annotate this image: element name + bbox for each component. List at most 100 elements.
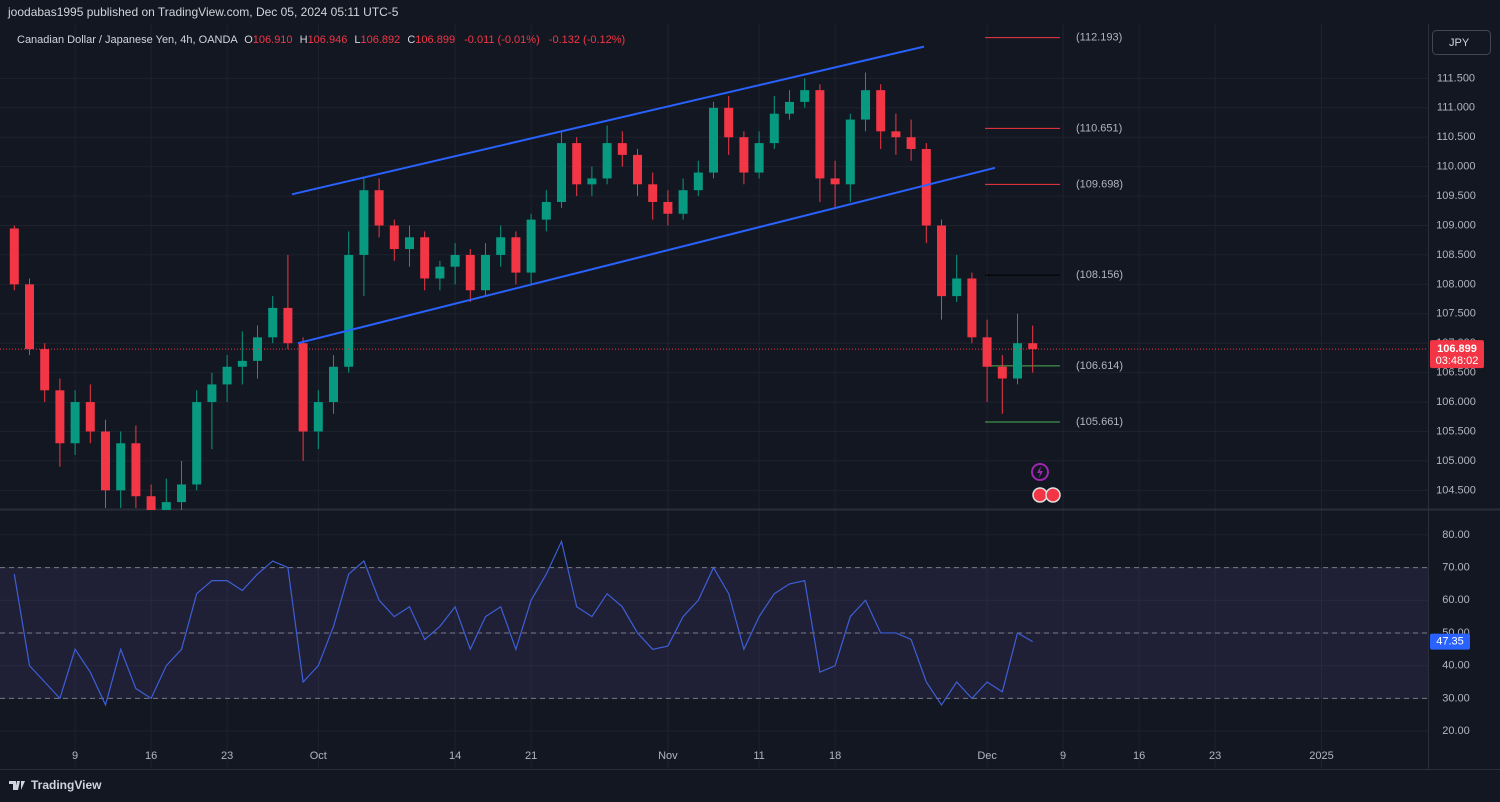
x-tick-label: 14: [449, 750, 461, 762]
y-tick-label: 104.500: [1436, 484, 1476, 496]
event-icons: [1031, 463, 1061, 503]
candle-body: [55, 390, 65, 444]
candle-body: [845, 119, 855, 185]
candle-body: [967, 278, 977, 338]
candle-body: [557, 143, 566, 202]
legend: Canadian Dollar / Japanese Yen, 4h, OAND…: [17, 34, 625, 46]
candle-body: [465, 254, 475, 291]
last-price-box: [1430, 340, 1484, 369]
currency[interactable]: JPY: [1449, 37, 1470, 49]
candle-body: [678, 190, 688, 214]
level-label: (109.698): [1076, 178, 1123, 190]
footer-logo: [9, 781, 25, 790]
rsi-value-label: 47.35: [1436, 636, 1464, 648]
x-tick-label: Dec: [977, 750, 997, 762]
y-tick-label: 105.500: [1436, 425, 1476, 437]
candle-body: [70, 402, 80, 444]
candle-body: [648, 184, 658, 202]
candle-body: [496, 237, 506, 255]
candle-body: [359, 190, 369, 255]
candle-body: [237, 360, 247, 367]
candle-body: [389, 225, 399, 250]
y-tick-label: 105.000: [1436, 455, 1476, 467]
candle-body: [146, 496, 156, 510]
x-tick-label: 9: [72, 750, 78, 762]
candle-body: [192, 402, 202, 485]
ohlc-value: 106.892: [361, 34, 401, 46]
y-tick-label: 80.00: [1442, 529, 1470, 541]
candle-body: [709, 107, 718, 173]
x-tick-label: 21: [525, 750, 537, 762]
last-price-label: 106.899: [1437, 343, 1477, 355]
x-tick-label: 23: [221, 750, 233, 762]
currency-button[interactable]: [1432, 30, 1491, 55]
candle-body: [344, 254, 354, 367]
logo-glyph: [9, 781, 25, 790]
brand: TradingView: [31, 778, 102, 792]
level-label: (110.651): [1076, 122, 1122, 134]
candle-body: [937, 225, 946, 297]
event-glyph: [1037, 466, 1043, 478]
ohlc-value: 106.899: [415, 34, 455, 46]
y-tick-label: 110.000: [1437, 161, 1476, 173]
candle-body: [800, 90, 810, 102]
candle-body: [116, 443, 126, 491]
candle-body: [876, 90, 886, 132]
candle-body: [754, 143, 764, 173]
level-label: (108.156): [1076, 269, 1123, 281]
candle-body: [101, 431, 110, 491]
candle-body: [572, 143, 582, 185]
published-by: joodabas1995 published on TradingView.co…: [7, 5, 399, 19]
candle-body: [617, 143, 627, 155]
rsi-pane: [0, 539, 1428, 707]
candle-body: [769, 113, 779, 144]
candle-body: [161, 502, 171, 510]
y-tick-label: 111.000: [1437, 102, 1475, 114]
trend-line: [297, 166, 996, 345]
candle-body: [1013, 343, 1022, 379]
y-tick-label: 109.000: [1436, 219, 1476, 231]
candle-body: [268, 307, 278, 338]
y-tick-label: 110.500: [1437, 131, 1476, 143]
candle-body: [298, 343, 308, 432]
ohlc-value: 106.910: [253, 34, 293, 46]
x-tick-label: 9: [1060, 750, 1066, 762]
y-tick-label: 60.00: [1442, 594, 1470, 606]
candle-body: [207, 384, 217, 403]
candle-body: [997, 366, 1007, 379]
y-tick-label: 106.000: [1436, 396, 1476, 408]
y-tick-label: 30.00: [1442, 692, 1470, 704]
candle-body: [1028, 343, 1038, 350]
level-label: (105.661): [1076, 416, 1123, 428]
candle-body: [541, 201, 551, 220]
candle-body: [131, 443, 141, 497]
axes: 9 16 23 Oct 14 21 Nov 11 18 Dec 9 16 23 2025 104.500 10…: [72, 72, 1484, 762]
news-flag[interactable]: [1032, 487, 1048, 503]
candle-body: [405, 237, 414, 250]
change: -0.011 (-0.01%): [464, 34, 540, 46]
candle-body: [85, 402, 95, 432]
level-label: (112.193): [1076, 32, 1122, 44]
y-tick-label: 111.500: [1437, 72, 1475, 84]
candle-body: [420, 237, 430, 279]
candle-body: [25, 284, 34, 350]
candle-body: [602, 143, 612, 179]
news-flag[interactable]: [1045, 487, 1061, 503]
symbol: Canadian Dollar / Japanese Yen, 4h, OAND…: [17, 34, 238, 46]
candle-body: [450, 254, 460, 267]
x-tick-label: 23: [1209, 750, 1221, 762]
candle-body: [526, 219, 536, 273]
x-tick-label: Nov: [658, 750, 678, 762]
y-tick-label: 108.000: [1436, 278, 1476, 290]
candle-body: [830, 178, 840, 185]
candle-body: [952, 278, 962, 297]
candle-body: [40, 349, 50, 391]
ohlc-key: L: [354, 34, 360, 46]
y-tick-label: 106.500: [1436, 367, 1476, 379]
candle-body: [253, 337, 262, 361]
change-session: -0.132 (-0.12%): [549, 34, 625, 46]
candle-body: [921, 149, 931, 226]
